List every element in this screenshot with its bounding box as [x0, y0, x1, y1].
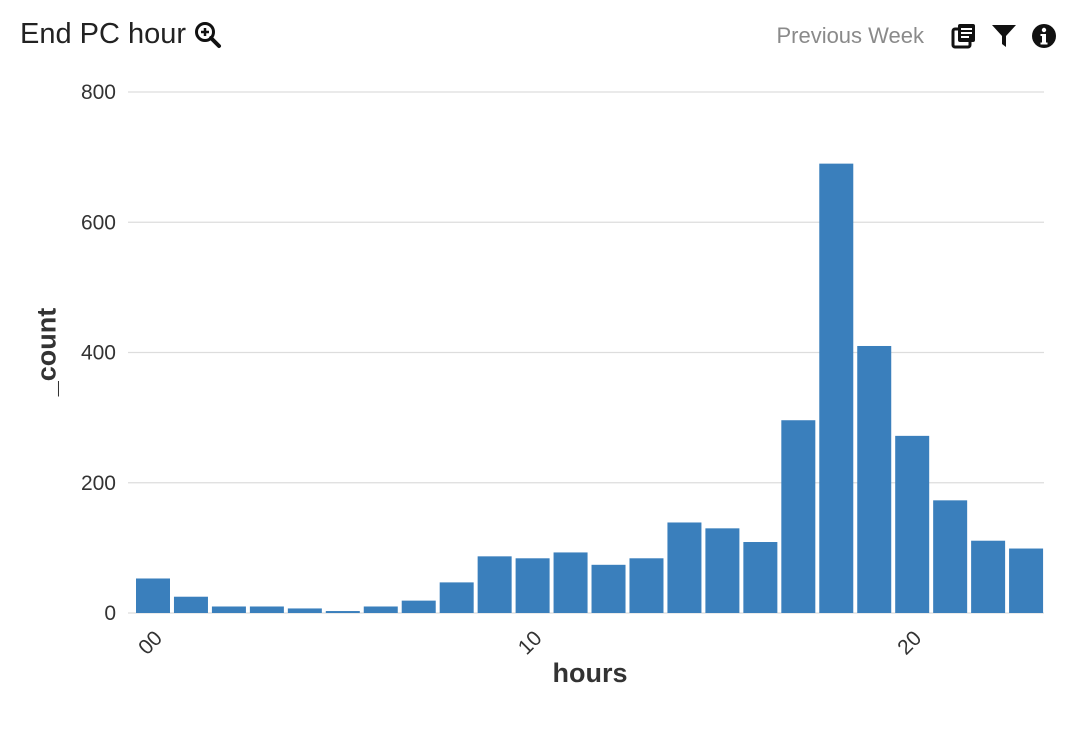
bar-21[interactable] [933, 500, 968, 613]
chart-title: End PC hour [20, 18, 187, 50]
zoom-in-icon[interactable] [194, 21, 222, 49]
timeframe-label[interactable]: Previous Week [776, 23, 924, 48]
bar-01[interactable] [173, 596, 208, 613]
y-axis-label: _count [31, 308, 61, 398]
y-tick-label: 0 [104, 602, 116, 625]
bar-00[interactable] [136, 578, 170, 613]
x-tick-label: 20 [893, 627, 926, 660]
bar-11[interactable] [553, 552, 588, 613]
bar-07[interactable] [401, 600, 436, 613]
y-tick-label: 800 [81, 81, 116, 104]
bar-16[interactable] [743, 542, 778, 613]
bar-17[interactable] [781, 420, 816, 613]
x-axis-label: hours [552, 658, 627, 688]
bar-08[interactable] [439, 582, 474, 613]
bar-20[interactable] [895, 435, 930, 613]
chart-header: End PC hour Previous Week [0, 0, 1084, 76]
bar-15[interactable] [705, 528, 740, 613]
bar-chart: 0 200 400 600 800 00 10 20 hours _count [31, 81, 1044, 688]
bar-13[interactable] [629, 558, 664, 613]
filter-icon[interactable] [990, 22, 1018, 50]
bar-22[interactable] [971, 540, 1006, 613]
bar-05[interactable] [325, 611, 360, 613]
bar-12[interactable] [591, 564, 626, 613]
x-tick-label: 00 [134, 627, 167, 660]
info-icon[interactable] [1030, 22, 1058, 50]
bar-02[interactable] [211, 606, 246, 613]
title-group: End PC hour [20, 18, 222, 51]
x-tick-label: 10 [514, 627, 547, 660]
bar-14[interactable] [667, 522, 702, 613]
bar-03[interactable] [249, 606, 284, 613]
bar-19[interactable] [857, 345, 892, 613]
bar-04[interactable] [287, 608, 322, 613]
bar-06[interactable] [363, 606, 398, 613]
bar-09[interactable] [477, 556, 512, 613]
toolbar: Previous Week [776, 22, 1058, 50]
bar-18[interactable] [819, 163, 854, 613]
bar-10[interactable] [515, 558, 550, 613]
y-tick-label: 400 [81, 342, 116, 365]
y-tick-label: 200 [81, 472, 116, 495]
copy-icon[interactable] [950, 22, 978, 50]
bar-23[interactable] [1009, 548, 1044, 613]
y-tick-label: 600 [81, 211, 116, 234]
